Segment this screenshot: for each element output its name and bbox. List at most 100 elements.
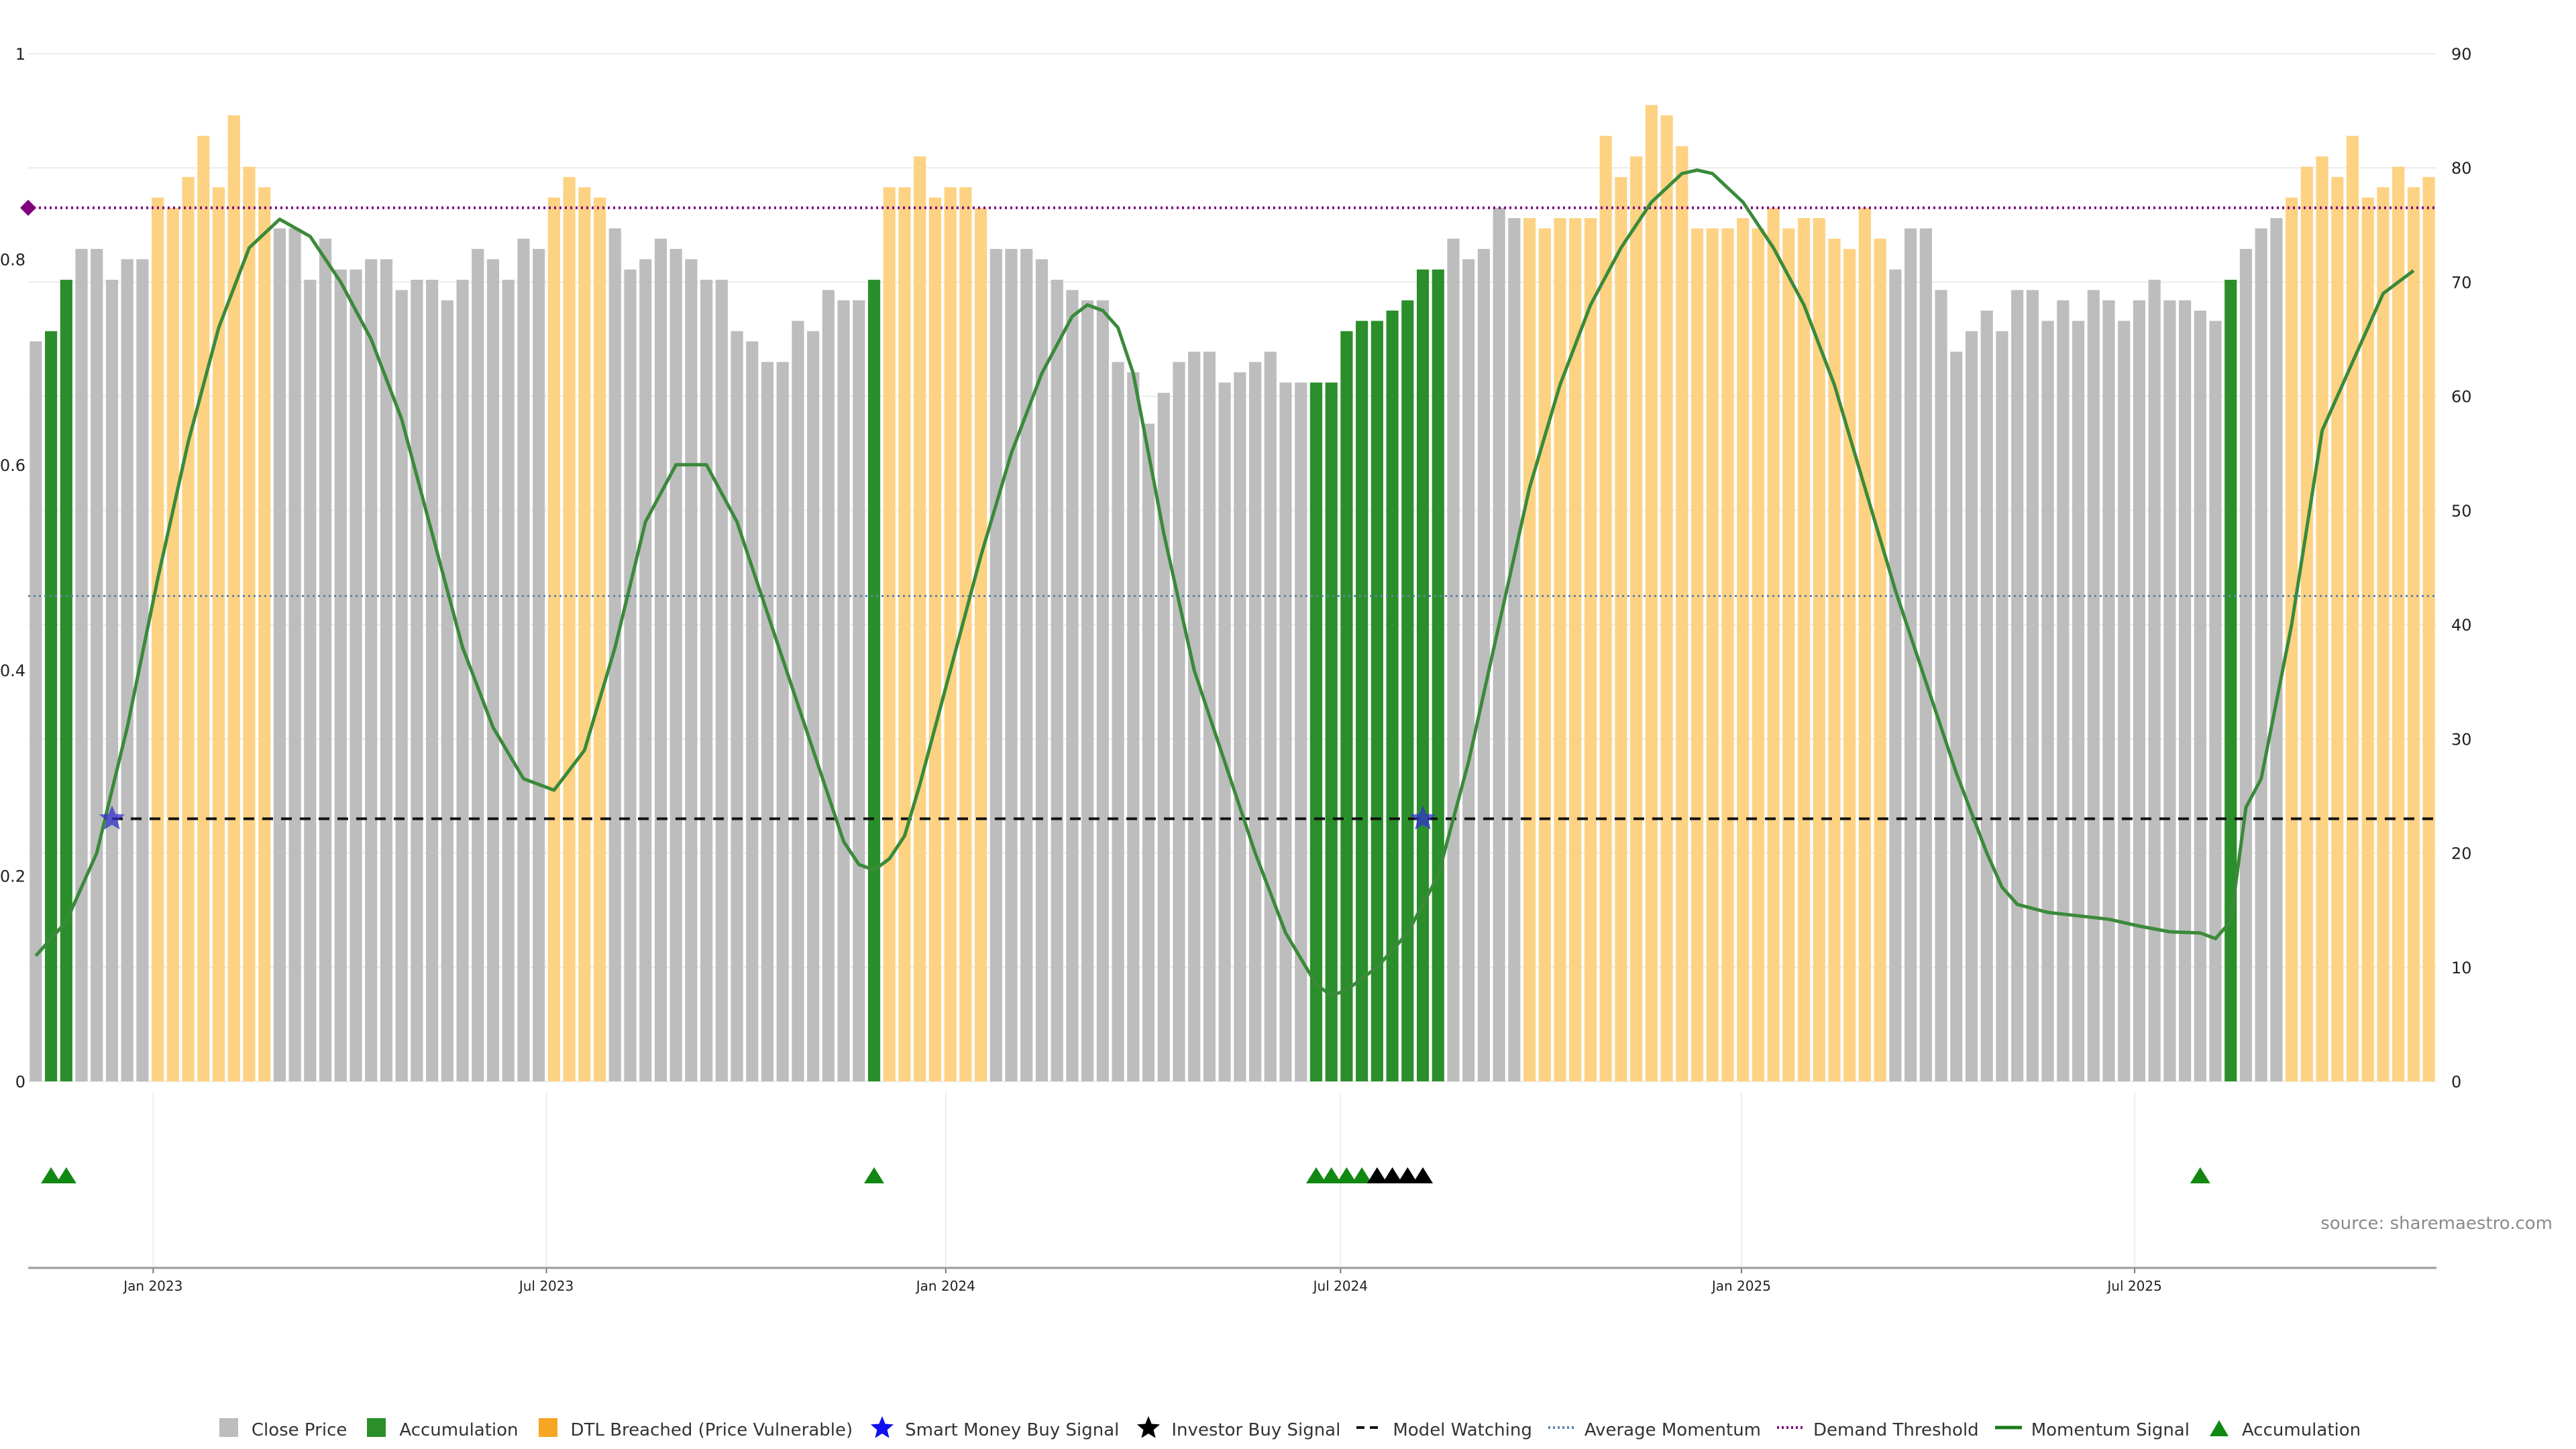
left-axis-tick-label: 0.8 bbox=[0, 250, 25, 269]
dtl-breached-bar bbox=[2316, 156, 2328, 1082]
legend-symbol-dot-blue bbox=[1548, 1415, 1575, 1444]
close-price-bar bbox=[1081, 300, 1094, 1082]
investor-buy-marker bbox=[1366, 1167, 1387, 1183]
close-price-bar bbox=[1950, 352, 1963, 1081]
close-price-bar bbox=[121, 259, 133, 1081]
close-price-bar bbox=[1462, 259, 1475, 1081]
accumulation-bar bbox=[1356, 321, 1368, 1081]
right-axis-tick-label: 40 bbox=[2451, 616, 2472, 635]
dtl-breached-bar bbox=[258, 187, 271, 1081]
close-price-bar bbox=[75, 249, 88, 1082]
legend-label: Close Price bbox=[251, 1419, 347, 1440]
dtl-breached-bar bbox=[1523, 218, 1536, 1081]
dtl-breached-bar bbox=[928, 197, 942, 1082]
close-price-bar bbox=[2239, 249, 2253, 1082]
dtl-breached-bar bbox=[2286, 197, 2298, 1082]
reference-lines bbox=[20, 199, 2436, 820]
close-price-bar bbox=[2118, 321, 2131, 1081]
close-price-bar bbox=[380, 259, 393, 1081]
close-price-bar bbox=[304, 280, 317, 1081]
close-price-bar bbox=[1935, 290, 1947, 1081]
accumulation-bar bbox=[1401, 300, 1414, 1082]
close-price-bar bbox=[1066, 290, 1079, 1081]
close-price-bar bbox=[1096, 300, 1109, 1082]
close-price-bar bbox=[1264, 352, 1277, 1081]
momentum-signal-line bbox=[34, 168, 2415, 998]
close-price-bar bbox=[2026, 290, 2039, 1081]
dtl-breached-bar bbox=[975, 207, 987, 1081]
close-price-bar bbox=[1173, 362, 1185, 1081]
demand-threshold-marker bbox=[20, 199, 36, 216]
x-axis-tick-label: Jan 2023 bbox=[122, 1278, 182, 1294]
close-price-bar bbox=[1889, 269, 1902, 1082]
dtl-breached-bar bbox=[1690, 228, 1704, 1082]
close-price-bar bbox=[395, 290, 408, 1081]
close-price-bar bbox=[1919, 228, 1932, 1082]
dtl-breached-bar bbox=[547, 197, 560, 1082]
legend-symbol-star-blue bbox=[869, 1415, 896, 1444]
accumulation-marker bbox=[1336, 1167, 1357, 1183]
dtl-breached-bar bbox=[197, 136, 210, 1081]
investor-buy-marker bbox=[1382, 1167, 1403, 1183]
dtl-breached-bar bbox=[959, 187, 972, 1081]
accumulation-bar bbox=[44, 331, 58, 1081]
close-price-bar bbox=[2255, 228, 2267, 1082]
legend-symbol-square-orange bbox=[535, 1415, 561, 1444]
close-price-bar bbox=[2057, 300, 2070, 1082]
close-price-bar bbox=[334, 269, 347, 1082]
close-price-bar bbox=[2102, 300, 2115, 1082]
dtl-breached-bar bbox=[1782, 228, 1795, 1082]
dtl-breached-bar bbox=[1630, 156, 1643, 1082]
legend-symbol-dash-black bbox=[1356, 1415, 1384, 1444]
legend-symbol-square-grey bbox=[215, 1415, 242, 1444]
close-price-bar bbox=[2179, 300, 2192, 1082]
close-price-bar bbox=[715, 280, 728, 1081]
x-axis-tick-label: Jan 2025 bbox=[1711, 1278, 1771, 1294]
investor-buy-marker bbox=[1397, 1167, 1418, 1183]
dtl-breached-bar bbox=[1660, 115, 1673, 1081]
close-price-bar bbox=[30, 341, 42, 1082]
legend-label: Average Momentum bbox=[1584, 1419, 1762, 1440]
accumulation-bar bbox=[1340, 331, 1353, 1081]
source-note: source: sharemaestro.com bbox=[2320, 1214, 2553, 1234]
dtl-breached-bar bbox=[1706, 228, 1719, 1082]
accumulation-marker bbox=[1352, 1167, 1373, 1183]
dtl-breached-bar bbox=[1554, 218, 1566, 1081]
dtl-breached-bar bbox=[243, 166, 256, 1081]
dtl-breached-bar bbox=[1828, 238, 1841, 1081]
right-axis-tick-label: 20 bbox=[2451, 845, 2472, 863]
close-price-bar bbox=[639, 259, 652, 1081]
x-axis-tick-label: Jul 2023 bbox=[518, 1278, 574, 1294]
close-price-bar bbox=[608, 228, 621, 1082]
momentum-signal-group bbox=[34, 168, 2415, 998]
close-price-bar bbox=[273, 228, 286, 1082]
dtl-breached-bar bbox=[2346, 136, 2359, 1081]
dtl-breached-bar bbox=[578, 187, 591, 1081]
legend-item: Average Momentum bbox=[1548, 1415, 1761, 1444]
legend: Close Price Accumulation DTL Breached (Pri… bbox=[0, 1415, 2576, 1444]
close-price-bar bbox=[654, 238, 667, 1081]
right-axis-tick-label: 0 bbox=[2451, 1073, 2461, 1091]
left-axis-tick-label: 0 bbox=[15, 1073, 25, 1091]
dtl-breached-bar bbox=[1874, 238, 1886, 1081]
close-price-bar bbox=[669, 249, 682, 1082]
close-price-bar bbox=[1904, 228, 1917, 1082]
close-price-bar bbox=[2194, 311, 2206, 1081]
accumulation-bar bbox=[1371, 321, 1383, 1081]
close-price-bar bbox=[502, 280, 515, 1081]
dtl-breached-bar bbox=[1676, 146, 1688, 1081]
close-price-bar bbox=[319, 238, 332, 1081]
accumulation-bar bbox=[60, 280, 72, 1081]
legend-symbol-dot-purple bbox=[1777, 1415, 1805, 1444]
smart-money-buy-star bbox=[1410, 805, 1436, 830]
dtl-breached-bar bbox=[1858, 207, 1872, 1081]
dtl-breached-bar bbox=[152, 197, 164, 1082]
close-price-bar bbox=[1980, 311, 1993, 1081]
close-price-bar bbox=[2270, 218, 2283, 1081]
close-price-bar bbox=[1142, 423, 1155, 1081]
left-axis-tick-label: 0.6 bbox=[0, 456, 25, 475]
legend-item: Model Watching bbox=[1356, 1415, 1532, 1444]
close-price-bar bbox=[350, 269, 362, 1082]
close-price-bar bbox=[1248, 362, 1262, 1081]
